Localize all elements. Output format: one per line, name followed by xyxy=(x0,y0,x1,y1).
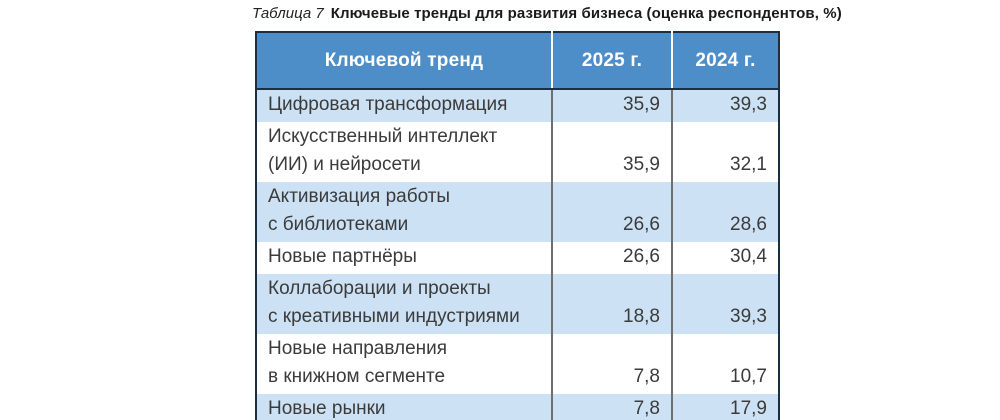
value-2024-cell: 28,6 xyxy=(671,182,779,242)
value-2024-cell: 10,7 xyxy=(671,334,779,394)
table-caption: Таблица 7 Ключевые тренды для развития би… xyxy=(252,5,842,22)
value-2025-cell: 26,6 xyxy=(551,242,672,274)
value-2024-cell: 39,3 xyxy=(671,274,779,334)
value-2025-cell: 26,6 xyxy=(551,182,672,242)
trend-cell: Новые партнёры xyxy=(256,242,552,274)
table-row: Новые рынки 7,8 17,9 xyxy=(256,394,779,420)
table-row: Искусственный интеллект (ИИ) и нейросети… xyxy=(256,122,779,182)
table-row: Новые партнёры 26,6 30,4 xyxy=(256,242,779,274)
header-row: Ключевой тренд 2025 г. 2024 г. xyxy=(256,32,779,90)
table-body: Цифровая трансформация 35,9 39,3 Искусст… xyxy=(256,89,779,420)
table-header: Ключевой тренд 2025 г. 2024 г. xyxy=(256,32,779,90)
table-row: Новые направления в книжном сегменте 7,8… xyxy=(256,334,779,394)
value-2024-cell: 30,4 xyxy=(671,242,779,274)
header-cell-2024: 2024 г. xyxy=(671,32,779,90)
table-caption-number: Таблица 7 xyxy=(252,5,324,22)
table-caption-title: Ключевые тренды для развития бизнеса (оц… xyxy=(330,5,842,22)
value-2025-cell: 7,8 xyxy=(551,394,672,420)
table-row: Цифровая трансформация 35,9 39,3 xyxy=(256,89,779,122)
value-2025-cell: 35,9 xyxy=(551,122,672,182)
value-2025-cell: 18,8 xyxy=(551,274,672,334)
key-trends-table: Ключевой тренд 2025 г. 2024 г. Цифровая … xyxy=(255,31,780,420)
value-2024-cell: 39,3 xyxy=(671,89,779,122)
trend-cell: Коллаборации и проекты с креативными инд… xyxy=(256,274,552,334)
trend-cell: Новые направления в книжном сегменте xyxy=(256,334,552,394)
trend-cell: Цифровая трансформация xyxy=(256,89,552,122)
value-2025-cell: 35,9 xyxy=(551,89,672,122)
table-row: Активизация работы с библиотеками 26,6 2… xyxy=(256,182,779,242)
value-2025-cell: 7,8 xyxy=(551,334,672,394)
header-cell-2025: 2025 г. xyxy=(551,32,672,90)
table-row: Коллаборации и проекты с креативными инд… xyxy=(256,274,779,334)
trend-cell: Активизация работы с библиотеками xyxy=(256,182,552,242)
value-2024-cell: 32,1 xyxy=(671,122,779,182)
value-2024-cell: 17,9 xyxy=(671,394,779,420)
trend-cell: Искусственный интеллект (ИИ) и нейросети xyxy=(256,122,552,182)
trend-cell: Новые рынки xyxy=(256,394,552,420)
header-cell-trend: Ключевой тренд xyxy=(256,32,552,90)
